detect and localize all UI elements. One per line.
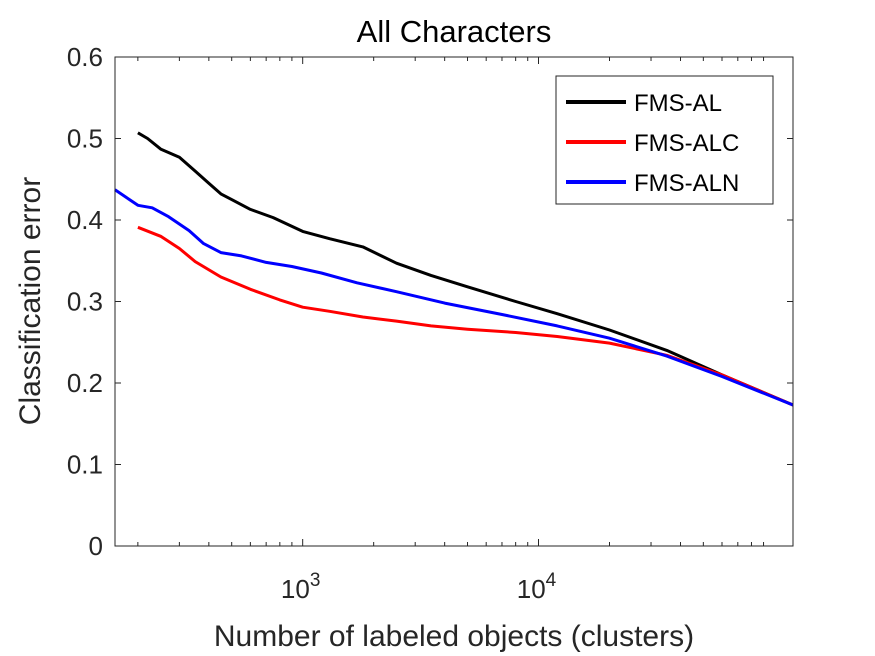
legend-label-fms-aln: FMS-ALN: [634, 170, 739, 197]
y-tick-label: 0.4: [67, 205, 103, 235]
y-tick-label: 0: [89, 531, 103, 561]
x-axis-ticks: 103 104: [137, 57, 765, 604]
series-layer: [114, 131, 794, 407]
legend-label-fms-al: FMS-AL: [634, 90, 722, 117]
series-line-fms-alc: [137, 225, 794, 407]
y-axis-ticks: 0 0.1 0.2 0.3 0.4 0.5 0.6: [67, 42, 793, 561]
y-axis-label: Classification error: [14, 177, 47, 425]
series-line-fms-aln: [114, 188, 794, 407]
y-tick-label: 0.1: [67, 450, 103, 480]
y-tick-label: 0.6: [67, 42, 103, 72]
series-line-fms-al: [137, 131, 794, 407]
chart-title: All Characters: [357, 14, 552, 49]
x-tick-label: 104: [517, 570, 557, 604]
legend: FMS-AL FMS-ALC FMS-ALN: [555, 75, 774, 205]
x-axis-label: Number of labeled objects (clusters): [214, 620, 694, 653]
legend-label-fms-alc: FMS-ALC: [634, 130, 739, 157]
y-tick-label: 0.3: [67, 287, 103, 317]
x-tick-label: 103: [281, 570, 321, 604]
y-tick-label: 0.5: [67, 124, 103, 154]
y-tick-label: 0.2: [67, 368, 103, 398]
